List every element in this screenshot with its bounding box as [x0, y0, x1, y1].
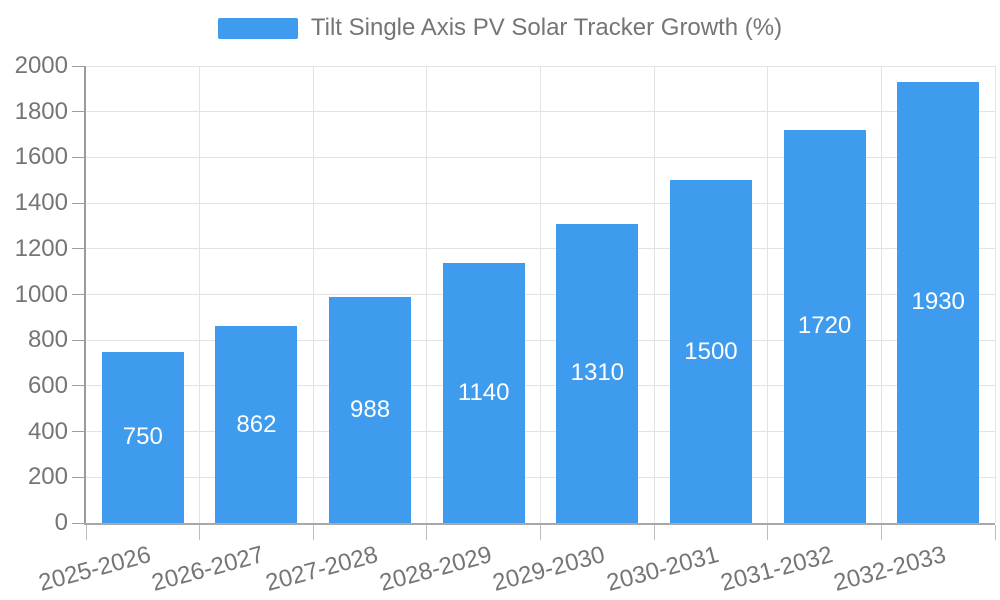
x-tick — [653, 525, 655, 540]
legend-swatch-icon — [217, 17, 298, 39]
y-tick — [72, 522, 84, 524]
bar-value-label: 988 — [350, 396, 391, 424]
y-tick-label: 400 — [27, 417, 68, 445]
bar[interactable] — [329, 297, 412, 523]
x-gridline — [426, 66, 428, 523]
y-tick — [72, 202, 84, 204]
bar[interactable] — [783, 129, 866, 523]
x-tick — [880, 525, 882, 540]
bar-value-label: 1500 — [684, 337, 738, 365]
x-gridline — [540, 66, 541, 523]
y-tick — [72, 294, 84, 295]
legend-item[interactable]: Tilt Single Axis PV Solar Tracker Growth… — [217, 14, 783, 42]
y-tick-label: 200 — [27, 463, 68, 491]
bar-value-label: 1140 — [457, 378, 510, 406]
legend-label: Tilt Single Axis PV Solar Tracker Growth… — [310, 14, 783, 41]
legend: Tilt Single Axis PV Solar Tracker Growth… — [0, 14, 1000, 42]
y-tick — [72, 476, 84, 478]
y-tick — [72, 111, 84, 113]
x-tick — [767, 525, 769, 540]
y-tick — [72, 65, 84, 67]
y-tick-label: 600 — [27, 371, 68, 399]
x-gridline — [880, 66, 882, 523]
bar[interactable] — [897, 81, 980, 523]
bar-value-label: 750 — [122, 423, 163, 451]
bar-value-label: 1930 — [911, 288, 965, 316]
x-tick — [426, 525, 428, 540]
y-axis-line — [84, 66, 86, 525]
y-tick — [72, 339, 84, 341]
x-axis-line — [84, 523, 995, 525]
bar[interactable] — [101, 351, 184, 523]
bar[interactable] — [669, 180, 752, 523]
y-tick — [72, 248, 84, 250]
y-tick-label: 0 — [54, 509, 68, 536]
y-tick-label: 1000 — [14, 280, 68, 308]
bar-value-label: 1310 — [570, 359, 625, 387]
y-tick — [72, 156, 84, 158]
x-tick — [994, 525, 996, 540]
bar[interactable] — [215, 326, 298, 523]
y-tick-label: 1600 — [14, 143, 68, 171]
bar-value-label: 1720 — [797, 312, 852, 340]
x-gridline — [653, 66, 655, 523]
x-gridline — [312, 66, 314, 523]
bar[interactable] — [556, 223, 639, 523]
bar[interactable] — [442, 262, 525, 523]
x-gridline — [994, 66, 996, 523]
y-tick — [72, 431, 84, 433]
x-tick — [85, 525, 87, 540]
x-tick — [312, 525, 314, 540]
y-tick-label: 2000 — [14, 52, 68, 79]
y-tick-label: 1800 — [14, 97, 68, 125]
y-tick-label: 800 — [27, 326, 68, 354]
y-tick-label: 1400 — [14, 189, 68, 217]
y-tick — [72, 385, 84, 387]
x-tick — [540, 525, 541, 540]
bar-value-label: 862 — [236, 410, 277, 438]
x-gridline — [767, 66, 769, 523]
x-tick — [199, 525, 201, 540]
y-tick-label: 1200 — [14, 234, 68, 262]
x-gridline — [199, 66, 201, 523]
